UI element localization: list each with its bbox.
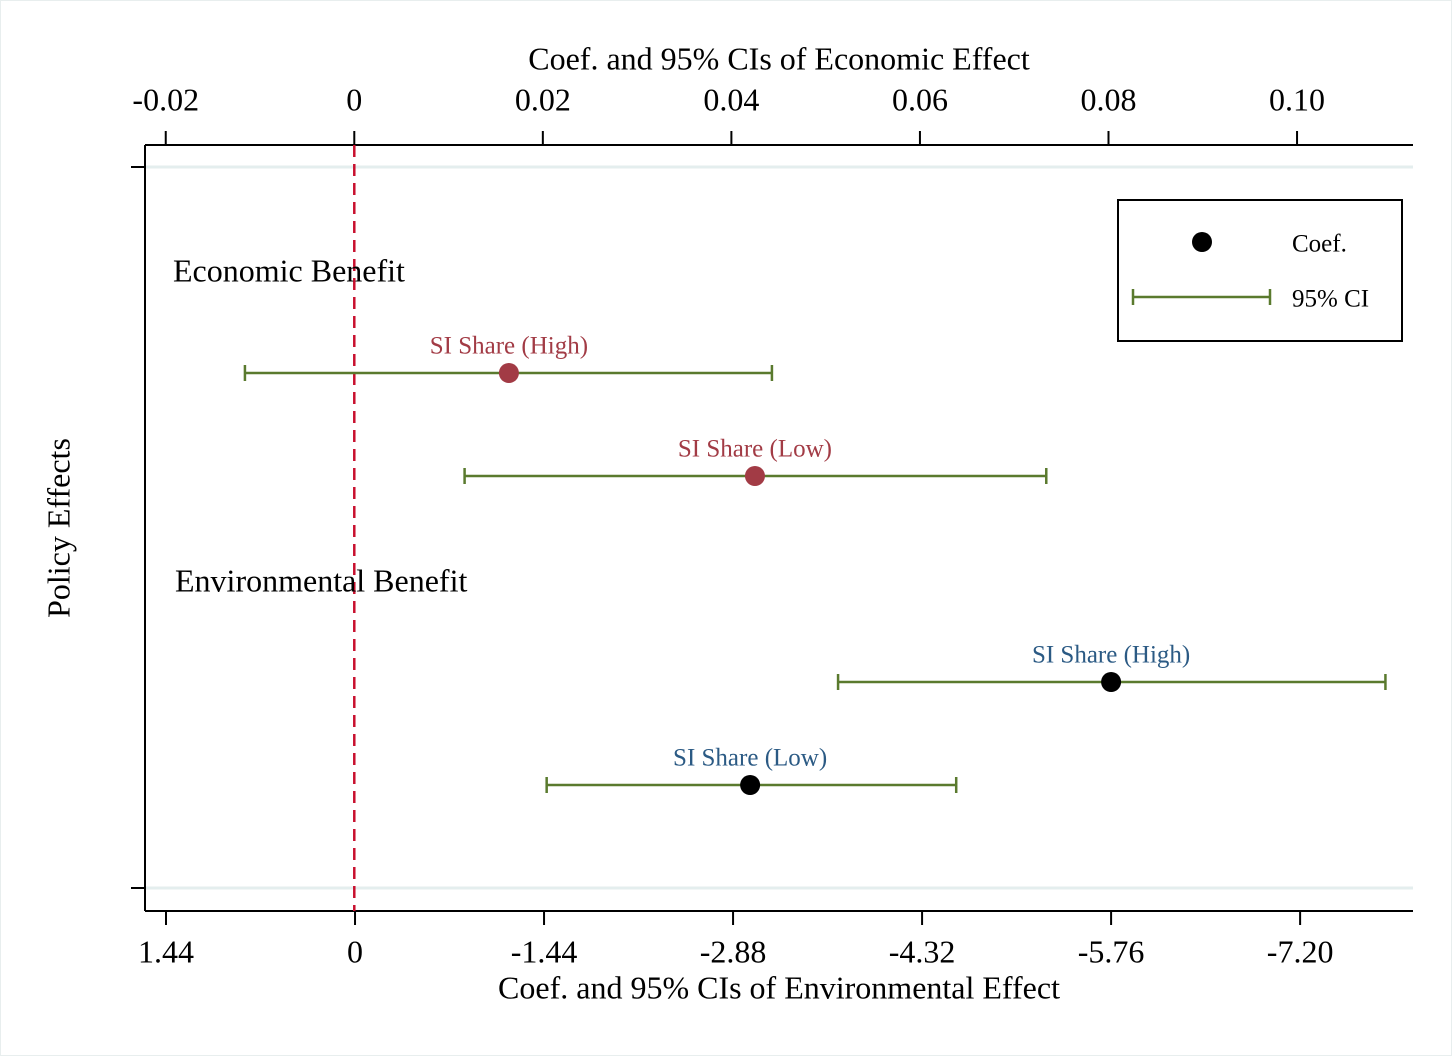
x-tick-label: 0.10 [1269,81,1325,117]
legend-box [1117,199,1403,342]
y-axis-title: Policy Effects [40,438,76,618]
x2-axis-title: Coef. and 95% CIs of Environmental Effec… [498,969,1060,1005]
point-label: SI Share (High) [430,333,588,360]
x-tick-label: 0.02 [515,81,571,117]
x2-tick-label: -7.20 [1267,933,1334,969]
x-tick-label: 0.06 [892,81,948,117]
legend-marker [1192,232,1212,252]
x-tick-label: -0.02 [132,81,199,117]
x2-tick-label: -5.76 [1078,933,1145,969]
x2-tick-label: 0 [347,933,363,969]
point-label: SI Share (Low) [678,436,832,463]
x2-tick-label: 1.44 [138,933,194,969]
x-tick-label: 0.08 [1080,81,1136,117]
legend-label: Coef. [1292,231,1347,258]
x2-tick-label: -1.44 [511,933,578,969]
x-tick-label: 0.04 [703,81,759,117]
point-label: SI Share (High) [1032,642,1190,669]
x2-tick-label: -2.88 [700,933,767,969]
x2-tick-label: -4.32 [889,933,956,969]
point-label: SI Share (Low) [673,745,827,772]
legend-label: 95% CI [1292,286,1369,313]
x-axis-title: Coef. and 95% CIs of Economic Effect [528,40,1030,76]
coef-marker [744,466,765,486]
coef-marker [740,775,761,795]
coef-marker [498,363,519,383]
x-tick-label: 0 [346,81,362,117]
group-label: Economic Benefit [173,252,405,288]
coef-marker [1101,672,1122,692]
group-label: Environmental Benefit [175,562,467,598]
